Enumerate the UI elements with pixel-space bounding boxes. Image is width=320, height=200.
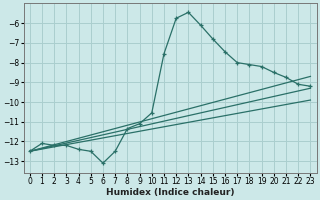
X-axis label: Humidex (Indice chaleur): Humidex (Indice chaleur) [106,188,234,197]
